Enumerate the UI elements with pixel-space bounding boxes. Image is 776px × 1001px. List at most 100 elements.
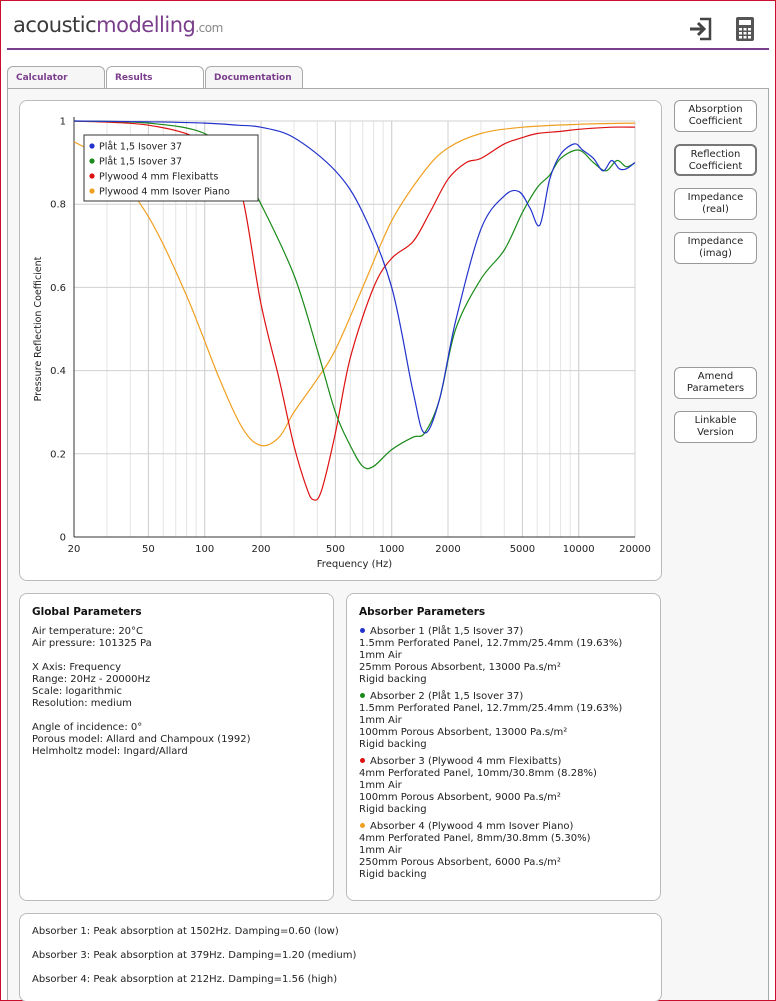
summary-line: Absorber 3: Peak absorption at 379Hz. Da…: [32, 950, 357, 961]
series-line: [73, 122, 636, 447]
x-axis-label: Frequency (Hz): [317, 559, 393, 570]
chart-panel: 20 50 100 200 500 1000 2000 5000 10000 20000 0 0.2 0…: [19, 100, 662, 581]
param-line: Air pressure: 101325 Pa: [32, 638, 152, 649]
series-line: [73, 120, 636, 501]
legend-label: Plywood 4 mm Isover Piano: [99, 187, 230, 198]
x-tick-label: 10000: [563, 544, 595, 555]
absorber-item: Absorber 4 (Plywood 4 mm Isover Piano) 4m…: [359, 821, 648, 881]
summary-line: Absorber 1: Peak absorption at 1502Hz. D…: [32, 926, 339, 937]
summary-line: Absorber 4: Peak absorption at 212Hz. Da…: [32, 974, 338, 985]
x-tick-label: 2000: [435, 544, 460, 555]
x-tick-label: 5000: [510, 544, 535, 555]
brand-logo[interactable]: acousticmodelling.com: [13, 13, 223, 37]
absorber-layer-line: 100mm Porous Absorbent, 9000 Pa.s/m²: [359, 792, 561, 803]
absorber-item-title: Absorber 4 (Plywood 4 mm Isover Piano): [359, 821, 648, 833]
series-dot-icon: [360, 823, 365, 828]
legend-marker: [89, 158, 95, 164]
absorber-title-text: Absorber 2 (Plåt 1,5 Isover 37): [370, 691, 524, 702]
y-tick-label: 0.6: [50, 283, 66, 294]
amend-parameters-button[interactable]: Amend Parameters: [674, 367, 757, 399]
absorber-layer-line: 1.5mm Perforated Panel, 12.7mm/25.4mm (1…: [359, 638, 623, 649]
impedance-real-button[interactable]: Impedance (real): [674, 188, 757, 220]
absorber-item: Absorber 2 (Plåt 1,5 Isover 37) 1.5mm Per…: [359, 691, 648, 751]
absorber-layer-line: 100mm Porous Absorbent, 13000 Pa.s/m²: [359, 727, 568, 738]
absorber-item-title: Absorber 1 (Plåt 1,5 Isover 37): [359, 626, 648, 638]
x-tick-label: 500: [326, 544, 345, 555]
air-params: Air temperature: 20°C Air pressure: 1013…: [32, 626, 321, 650]
absorber-layer-line: 1mm Air: [359, 780, 402, 791]
brand-part3: .com: [195, 21, 223, 35]
absorber-list: Absorber 1 (Plåt 1,5 Isover 37) 1.5mm Per…: [359, 626, 648, 881]
absorber-title-text: Absorber 1 (Plåt 1,5 Isover 37): [370, 626, 524, 637]
reflection-coefficient-button[interactable]: Reflection Coefficient: [674, 144, 757, 176]
x-tick-label: 1000: [379, 544, 404, 555]
sign-in-icon[interactable]: [687, 15, 715, 43]
absorber-layer-line: 4mm Perforated Panel, 8mm/30.8mm (5.30%): [359, 833, 591, 844]
calculator-icon[interactable]: [731, 15, 759, 43]
y-tick-label: 0.4: [50, 366, 66, 377]
y-tick-label: 0.2: [50, 449, 66, 460]
x-tick-label: 200: [251, 544, 270, 555]
absorber-layer-line: 1mm Air: [359, 845, 402, 856]
param-line: Helmholtz model: Ingard/Allard: [32, 746, 188, 757]
legend-label: Plywood 4 mm Flexibatts: [99, 172, 218, 183]
legend-marker: [89, 143, 95, 149]
global-parameters-panel: Global Parameters Air temperature: 20°C …: [19, 593, 334, 901]
absorber-layer-line: 1mm Air: [359, 715, 402, 726]
param-line: X Axis: Frequency: [32, 662, 121, 673]
absorber-title-text: Absorber 3 (Plywood 4 mm Flexibatts): [370, 756, 562, 767]
param-line: Porous model: Allard and Champoux (1992): [32, 734, 251, 745]
absorber-layer-line: 1mm Air: [359, 650, 402, 661]
legend-marker: [89, 173, 95, 179]
y-tick-label: 1: [60, 117, 66, 128]
global-parameters-title: Global Parameters: [32, 606, 142, 618]
absorber-item-title: Absorber 3 (Plywood 4 mm Flexibatts): [359, 756, 648, 768]
tab-results[interactable]: Results: [106, 66, 204, 89]
absorber-layer-line: Rigid backing: [359, 674, 427, 685]
absorber-layer-line: 250mm Porous Absorbent, 6000 Pa.s/m²: [359, 857, 561, 868]
x-tick-label: 20000: [619, 544, 651, 555]
legend-box: [83, 134, 259, 202]
param-line: Air temperature: 20°C: [32, 626, 144, 637]
legend-label: Plåt 1,5 Isover 37: [99, 142, 182, 153]
reflection-chart: 20 50 100 200 500 1000 2000 5000 10000 20000 0 0.2 0…: [33, 117, 651, 571]
absorber-layer-line: Rigid backing: [359, 739, 427, 750]
absorber-title-text: Absorber 4 (Plywood 4 mm Isover Piano): [370, 821, 574, 832]
series-dot-icon: [360, 628, 365, 633]
param-line: Scale: logarithmic: [32, 686, 122, 697]
x-tick-label: 50: [142, 544, 155, 555]
header-divider: [7, 48, 769, 50]
peak-summary-panel: Absorber 1: Peak absorption at 1502Hz. D…: [19, 913, 662, 1001]
param-line: Resolution: medium: [32, 698, 132, 709]
legend-label: Plåt 1,5 Isover 37: [99, 157, 182, 168]
absorber-parameters-title: Absorber Parameters: [359, 606, 486, 618]
absorber-item: Absorber 3 (Plywood 4 mm Flexibatts) 4mm …: [359, 756, 648, 816]
y-axis-label: Pressure Reflection Coefficient: [33, 256, 44, 401]
tab-documentation[interactable]: Documentation: [205, 66, 303, 89]
absorber-layer-line: Rigid backing: [359, 869, 427, 880]
absorber-item-title: Absorber 2 (Plåt 1,5 Isover 37): [359, 691, 648, 703]
absorber-item: Absorber 1 (Plåt 1,5 Isover 37) 1.5mm Per…: [359, 626, 648, 686]
tab-bar: Calculator Results Documentation: [7, 66, 304, 89]
model-params: Angle of incidence: 0° Porous model: All…: [32, 722, 321, 758]
param-line: Range: 20Hz - 20000Hz: [32, 674, 151, 685]
series-dot-icon: [360, 758, 365, 763]
x-tick-label: 20: [68, 544, 81, 555]
impedance-imag-button[interactable]: Impedance (imag): [674, 232, 757, 264]
absorption-coefficient-button[interactable]: Absorption Coefficient: [674, 100, 757, 132]
tab-calculator[interactable]: Calculator: [7, 66, 105, 89]
absorber-layer-line: 1.5mm Perforated Panel, 12.7mm/25.4mm (1…: [359, 703, 623, 714]
series-line: [73, 120, 636, 434]
y-tick-label: 0.8: [50, 200, 66, 211]
legend-marker: [89, 188, 95, 194]
brand-part2: modelling: [96, 13, 196, 37]
absorber-layer-line: 4mm Perforated Panel, 10mm/30.8mm (8.28%…: [359, 768, 597, 779]
brand-part1: acoustic: [13, 13, 97, 37]
absorber-parameters-panel: Absorber Parameters Absorber 1 (Plåt 1,5…: [346, 593, 661, 901]
absorber-layer-line: Rigid backing: [359, 804, 427, 815]
x-tick-label: 100: [195, 544, 214, 555]
header-icons: [687, 15, 759, 43]
y-tick-label: 0: [60, 533, 66, 544]
linkable-version-button[interactable]: Linkable Version: [674, 411, 757, 443]
series-dot-icon: [360, 693, 365, 698]
